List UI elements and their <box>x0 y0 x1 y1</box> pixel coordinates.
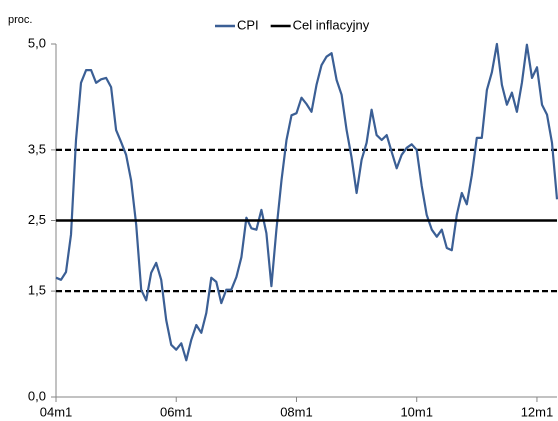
x-tick-label: 10m1 <box>400 404 433 419</box>
legend-label: CPI <box>237 17 259 32</box>
x-tick-label: 04m1 <box>40 404 73 419</box>
y-tick-label: 0,0 <box>28 388 46 403</box>
cpi-line <box>55 42 558 362</box>
x-tick-label: 06m1 <box>160 404 193 419</box>
y-tick-label: 1,5 <box>28 283 46 298</box>
y-tick-label: 3,5 <box>28 141 46 156</box>
x-tick-label: 12m1 <box>521 404 554 419</box>
legend-label: Cel inflacyjny <box>293 17 370 32</box>
y-tick-label: 2,5 <box>28 212 46 227</box>
y-axis-label: proc. <box>8 14 32 26</box>
y-tick-label: 5,0 <box>28 35 46 50</box>
x-tick-label: 08m1 <box>280 404 313 419</box>
